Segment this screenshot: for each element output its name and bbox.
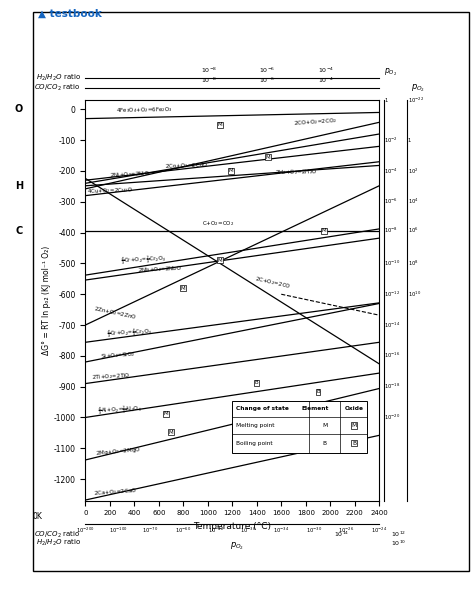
Text: C: C [15,226,23,236]
Text: 4Fe$_3$O$_4$+O$_2$=6Fe$_2$O$_3$: 4Fe$_3$O$_4$+O$_2$=6Fe$_2$O$_3$ [116,105,173,115]
Text: 2Co+O$_2$=2CoO: 2Co+O$_2$=2CoO [165,161,209,171]
Text: 2CO+O$_2$=2CO$_2$: 2CO+O$_2$=2CO$_2$ [293,116,337,128]
Text: M: M [181,286,186,290]
Text: 0K: 0K [33,512,43,521]
Text: 2Ti+O$_2$=2TiO: 2Ti+O$_2$=2TiO [91,372,131,382]
Text: $10^{-200}$: $10^{-200}$ [76,526,95,535]
Text: 10$^{-10}$: 10$^{-10}$ [384,259,401,268]
Text: $H_2/H_2O$ ratio: $H_2/H_2O$ ratio [36,538,81,548]
Text: 2C+O$_2$=2CO: 2C+O$_2$=2CO [255,275,292,292]
Text: M: M [164,411,168,416]
Text: $H_2/H_2O$ ratio: $H_2/H_2O$ ratio [36,72,81,83]
Text: $10^{10}$: $10^{10}$ [391,538,406,548]
Text: $10^{-30}$: $10^{-30}$ [306,526,322,535]
Text: $10^{-70}$: $10^{-70}$ [143,526,159,535]
Text: 10$^{-16}$: 10$^{-16}$ [384,351,401,360]
Text: $\frac{4}{3}$Cr+O$_2$=$\frac{4}{3}$Cr$_2$O$_3$: $\frac{4}{3}$Cr+O$_2$=$\frac{4}{3}$Cr$_2… [106,326,153,340]
Text: 10$^{-6}$: 10$^{-6}$ [384,197,398,207]
Text: ▲ testbook: ▲ testbook [38,9,102,19]
Text: $p_{O_2}$: $p_{O_2}$ [230,541,244,552]
Text: $10^{-34}$: $10^{-34}$ [273,526,290,535]
Text: 10$^{-14}$: 10$^{-14}$ [384,320,401,330]
Text: $p_{O_2}$: $p_{O_2}$ [384,66,397,78]
Text: M: M [218,123,222,127]
Text: 10$^{10}$: 10$^{10}$ [408,290,421,299]
Text: 1: 1 [384,98,388,102]
Text: $10^{-24}$: $10^{-24}$ [371,526,387,535]
Text: C+O$_2$=CO$_2$: C+O$_2$=CO$_2$ [201,219,234,229]
Text: M: M [218,258,222,263]
X-axis label: Temperature (°C): Temperature (°C) [193,522,271,531]
Text: $CO/CO_2$ ratio: $CO/CO_2$ ratio [34,530,81,540]
Text: 4Cu+O$_2$=2Cu$_2$O: 4Cu+O$_2$=2Cu$_2$O [87,185,133,196]
Text: 10$^{2}$: 10$^{2}$ [408,166,419,176]
Text: 10$^{8}$: 10$^{8}$ [408,259,419,268]
Text: 10$^{-8}$: 10$^{-8}$ [384,226,398,236]
Text: 10$^{-22}$: 10$^{-22}$ [408,95,424,105]
Text: $10^{-6}$: $10^{-6}$ [259,76,275,85]
Y-axis label: ΔG° = RT ln pₒ₂ (KJ mol⁻¹ O₂): ΔG° = RT ln pₒ₂ (KJ mol⁻¹ O₂) [42,246,51,355]
Text: $10^{14}$: $10^{14}$ [334,530,349,540]
Text: $10^{-26}$: $10^{-26}$ [338,526,355,535]
Text: B: B [316,389,320,394]
Text: $\frac{4}{3}$Al+O$_2$=$\frac{2}{3}$Al$_2$O$_3$: $\frac{4}{3}$Al+O$_2$=$\frac{2}{3}$Al$_2… [98,403,142,417]
Text: $CO/CO_2$ ratio: $CO/CO_2$ ratio [34,83,81,94]
Text: B: B [255,380,258,385]
Text: 2Ca+O$_2$=2CaO: 2Ca+O$_2$=2CaO [93,487,137,498]
Text: $10^{-38}$: $10^{-38}$ [240,526,257,535]
Text: 2H$_2$+O$_2$=2H$_2$O: 2H$_2$+O$_2$=2H$_2$O [275,167,318,177]
Text: $10^{-42}$: $10^{-42}$ [208,526,224,535]
Text: 10$^{6}$: 10$^{6}$ [408,226,419,236]
Text: 10$^{-2}$: 10$^{-2}$ [384,135,398,145]
Text: M: M [229,168,233,174]
Text: 1: 1 [408,138,411,143]
Text: $10^{-8}$: $10^{-8}$ [201,76,217,85]
Text: 2Mg+O$_2$=2MgO: 2Mg+O$_2$=2MgO [95,445,141,458]
Text: 10$^{-18}$: 10$^{-18}$ [384,382,401,391]
Text: 10$^{-4}$: 10$^{-4}$ [384,166,398,176]
Text: $10^{-6}$: $10^{-6}$ [259,65,275,75]
Text: $10^{-8}$: $10^{-8}$ [201,65,217,75]
Text: $10^{12}$: $10^{12}$ [391,530,406,540]
Text: M: M [322,229,327,233]
Text: H: H [15,181,23,191]
Text: M: M [265,155,270,160]
Text: 10$^{4}$: 10$^{4}$ [408,197,419,207]
Text: 2Zn+O$_2$=2ZnO: 2Zn+O$_2$=2ZnO [92,304,137,322]
Text: $10^{-4}$: $10^{-4}$ [318,65,334,75]
Text: $\frac{4}{3}$Cr+O$_2$=$\frac{2}{3}$Cr$_2$O$_3$: $\frac{4}{3}$Cr+O$_2$=$\frac{2}{3}$Cr$_2… [121,253,167,267]
Text: O: O [15,104,23,114]
Text: 2Nb+O$_2$=2NbO: 2Nb+O$_2$=2NbO [138,263,182,274]
Text: $10^{-4}$: $10^{-4}$ [318,76,334,85]
Text: M: M [169,430,173,435]
Text: 10$^{-20}$: 10$^{-20}$ [384,413,401,422]
Text: $10^{-100}$: $10^{-100}$ [109,526,128,535]
Text: 2Ni+O$_2$=2NiO: 2Ni+O$_2$=2NiO [110,168,151,180]
Text: $10^{-60}$: $10^{-60}$ [175,526,191,535]
Text: $p_{O_2}$: $p_{O_2}$ [411,82,426,94]
Text: Si+O$_2$=SiO$_2$: Si+O$_2$=SiO$_2$ [100,349,135,361]
Text: 10$^{-12}$: 10$^{-12}$ [384,290,401,299]
